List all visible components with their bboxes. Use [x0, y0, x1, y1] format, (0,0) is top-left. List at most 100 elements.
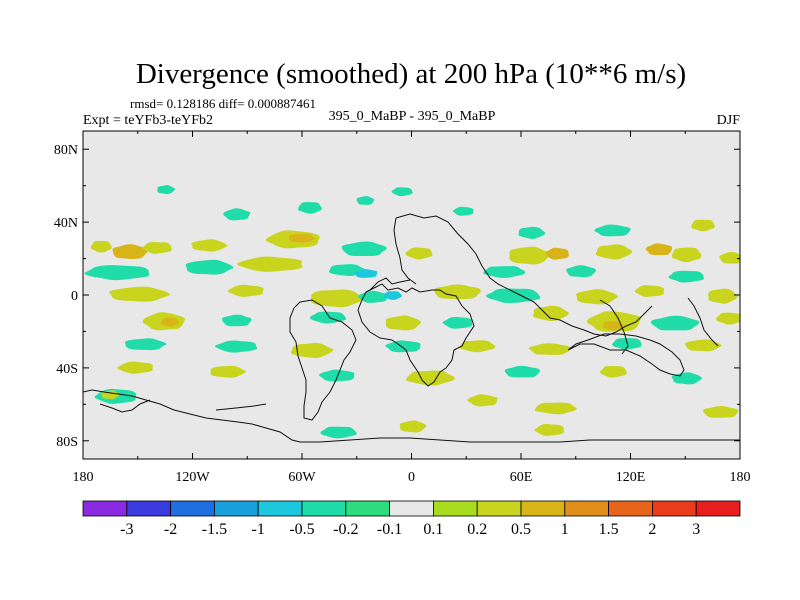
chart-title: Divergence (smoothed) at 200 hPa (10**6 …: [136, 58, 686, 90]
contour-blob: [671, 372, 702, 385]
contour-blob: [84, 265, 150, 281]
contour-blob: [399, 420, 427, 433]
contour-blob: [356, 195, 375, 205]
contour-blob: [161, 317, 179, 327]
x-axis-ticks: 180 120W 60W 0 60E 120E 180: [73, 131, 751, 485]
y-axis-ticks: 80N 40N 0 40S 80S: [54, 143, 740, 450]
contour-blob: [467, 394, 498, 407]
coastline-drake-island: [215, 403, 267, 411]
map-plot: [82, 130, 741, 460]
contour-blob: [385, 340, 421, 353]
contour-blob: [353, 269, 378, 278]
contour-blob: [612, 337, 642, 350]
contour-blob: [191, 239, 228, 252]
y-tick-label: 40S: [56, 362, 78, 377]
colorbar: -3 -2 -1.5 -1 -0.5 -0.2 -0.1 0.1 0.2 0.5 1 1.5 2 3: [82, 500, 741, 538]
colorbar-label: 1.5: [599, 521, 619, 538]
contour-blob: [650, 315, 700, 331]
colorbar-box: [170, 500, 215, 517]
contour-blob: [600, 365, 627, 378]
contour-blob: [157, 184, 176, 195]
x-tick-label: 60W: [288, 470, 316, 485]
coastline-africa: [357, 283, 475, 387]
x-tick-label: 0: [408, 470, 415, 485]
contour-blob: [185, 259, 234, 275]
contour-blob: [221, 314, 252, 327]
x-tick-label: 180: [73, 470, 94, 485]
colorbar-label: -0.1: [377, 521, 402, 538]
contour-blob: [109, 286, 170, 302]
colorbar-label: -1: [252, 521, 265, 538]
coastline-australia: [567, 333, 685, 377]
contour-blob: [112, 244, 148, 260]
contour-blob: [645, 243, 673, 256]
contour-blob: [566, 265, 596, 278]
contour-blob: [318, 369, 355, 382]
contour-blob: [504, 365, 540, 378]
contour-blob: [391, 187, 413, 197]
contour-blob: [719, 251, 740, 264]
contour-blob: [483, 266, 526, 278]
contour-blob: [708, 288, 738, 304]
contour-blob: [459, 340, 496, 353]
coastline-outlines: [83, 213, 740, 443]
contour-blob: [405, 247, 433, 260]
contour-blob: [518, 226, 546, 239]
contour-blob: [341, 241, 387, 257]
contour-blob: [320, 426, 357, 439]
contour-blob: [529, 343, 572, 355]
contour-fill-layer: [84, 184, 740, 439]
colorbar-box: [564, 500, 609, 517]
contour-blob: [595, 244, 633, 260]
colorbar-label: 3: [692, 521, 700, 538]
contour-blob: [215, 340, 258, 353]
coastline-south-america: [289, 299, 357, 421]
contour-blob: [288, 233, 316, 243]
colorbar-box: [476, 500, 522, 517]
colorbar-box: [608, 500, 653, 517]
colorbar-box: [652, 500, 697, 517]
colorbar-label: 0.5: [511, 521, 531, 538]
contour-blob: [452, 206, 474, 216]
colorbar-label: -0.2: [333, 521, 358, 538]
contour-blob: [715, 312, 740, 325]
contour-blob: [117, 361, 154, 374]
colorbar-box: [432, 500, 478, 517]
y-tick-label: 40N: [54, 216, 78, 231]
x-tick-label: 120W: [175, 470, 210, 485]
contour-blob: [383, 291, 402, 300]
contour-blob: [534, 423, 564, 436]
contour-blob: [310, 289, 364, 308]
stats-text: rmsd= 0.128186 diff= 0.000887461: [130, 96, 316, 111]
colorbar-box: [695, 500, 741, 517]
x-tick-label: 180: [730, 470, 751, 485]
map-background: [83, 131, 740, 459]
contour-blob: [486, 288, 541, 304]
case-label: 395_0_MaBP - 395_0_MaBP: [329, 109, 496, 124]
contour-blob: [142, 242, 172, 254]
colorbar-label: -0.5: [289, 521, 314, 538]
colorbar-box: [82, 500, 128, 517]
colorbar-label: 2: [648, 521, 656, 538]
coastline-new-zealand: [687, 297, 719, 347]
colorbar-label: 1: [561, 521, 569, 538]
contour-blob: [691, 219, 715, 232]
contour-blob: [634, 285, 665, 297]
contour-blob: [290, 342, 334, 359]
season-label: DJF: [717, 113, 741, 128]
colorbar-label: -1.5: [202, 521, 227, 538]
colorbar-box: [520, 500, 566, 517]
contour-blob: [210, 365, 246, 378]
colorbar-label: 0.1: [423, 521, 443, 538]
contour-blob: [703, 405, 739, 418]
contour-blob: [90, 240, 112, 253]
contour-blob: [594, 224, 631, 237]
contour-blob: [442, 316, 473, 329]
contour-blob: [298, 202, 322, 214]
coastline-mediterranean: [369, 277, 411, 291]
contour-blob: [223, 208, 251, 221]
coastline-antarctic-peninsula: [99, 399, 151, 413]
contour-blob: [227, 284, 264, 297]
contour-blob: [671, 247, 702, 263]
